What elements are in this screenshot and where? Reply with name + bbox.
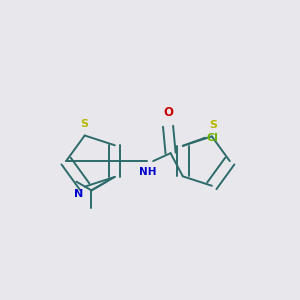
Text: Cl: Cl [206, 133, 218, 143]
Text: N: N [74, 189, 83, 199]
Text: NH: NH [139, 167, 156, 177]
Text: S: S [209, 120, 217, 130]
Text: S: S [81, 118, 89, 128]
Text: O: O [163, 106, 173, 119]
